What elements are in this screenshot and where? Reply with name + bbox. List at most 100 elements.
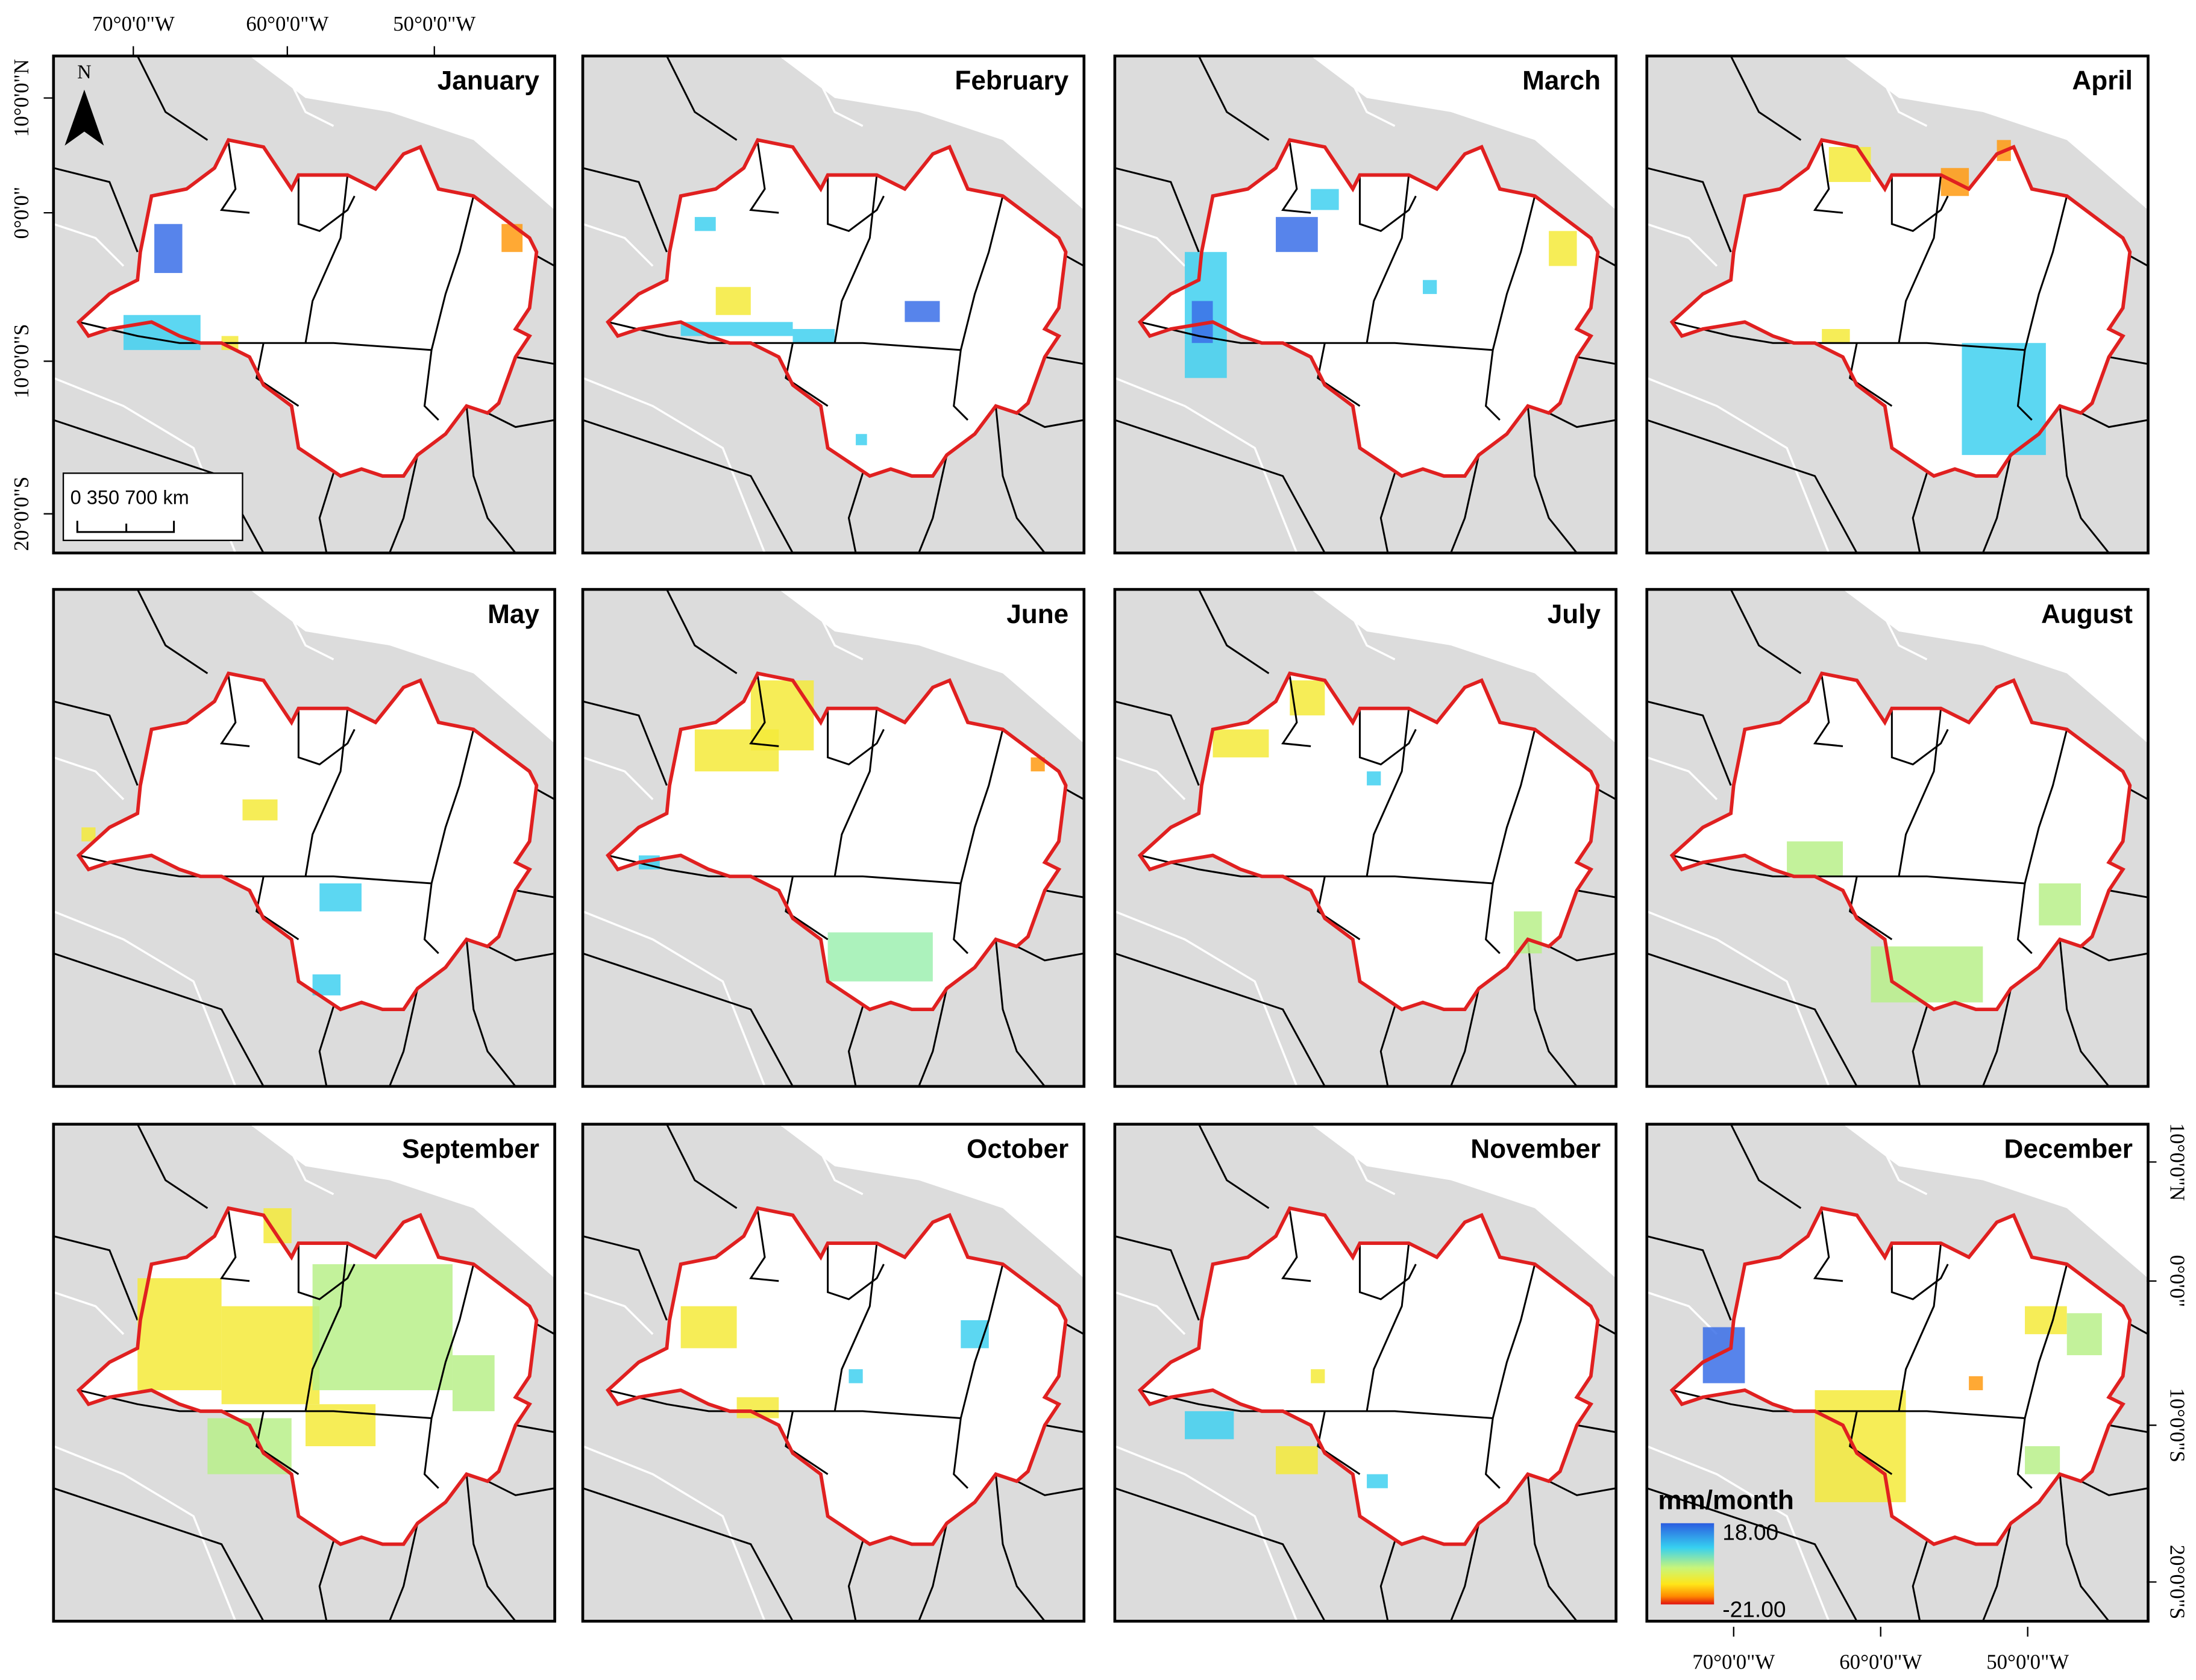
anomaly-patch xyxy=(452,1355,495,1411)
country-border xyxy=(1114,910,1298,1086)
state-border xyxy=(1730,589,1802,674)
state-border xyxy=(833,708,878,877)
month-title: January xyxy=(438,66,540,96)
anomaly-patch xyxy=(1367,771,1381,786)
state-border xyxy=(1317,342,1361,407)
amazon-outline xyxy=(1669,671,2132,1012)
map-panel: October xyxy=(581,1123,1086,1623)
state-border xyxy=(318,1541,334,1622)
map-panel: July xyxy=(1113,588,1617,1088)
state-border xyxy=(2016,1264,2068,1489)
legend-colorbar xyxy=(1660,1523,1714,1605)
anomaly-patch xyxy=(1185,1411,1234,1440)
state-border xyxy=(827,708,885,766)
state-border xyxy=(1981,1523,2012,1622)
state-border xyxy=(1016,945,1084,962)
anomaly-patch xyxy=(1311,189,1339,210)
state-border xyxy=(53,1487,265,1622)
state-border xyxy=(2059,939,2110,1086)
state-border xyxy=(1912,1006,1928,1086)
anomaly-patch xyxy=(694,217,716,231)
anomaly-patch xyxy=(2066,1313,2102,1355)
panel-frame xyxy=(52,588,556,1088)
state-border xyxy=(2109,889,2148,898)
country-border xyxy=(1646,377,1830,553)
state-border xyxy=(847,472,864,553)
map-panel: April xyxy=(1645,54,2150,555)
state-border xyxy=(1576,889,1616,898)
state-border xyxy=(423,1264,475,1489)
state-border xyxy=(297,1243,356,1300)
longitude-label: 60°0'0"W xyxy=(246,12,328,36)
state-border xyxy=(1114,419,1326,553)
anomaly-patch xyxy=(680,322,793,336)
state-border xyxy=(2109,356,2148,365)
map-content xyxy=(1646,1124,2148,1622)
anomaly-patch xyxy=(1815,1390,1906,1502)
state-border xyxy=(1646,419,1858,553)
anomaly-patch xyxy=(319,883,362,912)
state-border xyxy=(994,406,1046,553)
panel-frame xyxy=(1113,588,1617,1088)
longitude-label: 70°0'0"W xyxy=(1692,1650,1775,1673)
panel-frame xyxy=(52,1123,556,1623)
state-border xyxy=(465,406,516,553)
month-title: April xyxy=(2072,66,2133,96)
latitude-label: 0°0'0" xyxy=(10,187,33,239)
state-border xyxy=(1379,1541,1396,1622)
state-border xyxy=(2080,1480,2148,1496)
state-border xyxy=(1450,1523,1480,1622)
amazon-outline xyxy=(1669,138,2132,478)
state-border xyxy=(136,55,209,141)
state-border xyxy=(1890,175,1949,233)
state-border xyxy=(583,1235,668,1321)
scale-bar-label: 0 350 700 km xyxy=(71,486,189,508)
state-border xyxy=(1379,1006,1396,1086)
country-border xyxy=(1338,589,1396,660)
month-title: February xyxy=(955,66,1068,96)
anomaly-patch xyxy=(849,1369,863,1384)
state-border xyxy=(2016,195,2068,421)
state-border xyxy=(1281,675,1311,747)
state-border xyxy=(1358,1243,1417,1300)
state-border xyxy=(1044,1424,1084,1434)
state-border xyxy=(1548,1480,1616,1496)
state-border xyxy=(53,700,139,786)
panel-frame xyxy=(1645,54,2150,555)
amazon-outline xyxy=(1137,1206,1600,1546)
state-border xyxy=(1981,454,2012,553)
anomaly-patch xyxy=(1514,911,1542,954)
state-border xyxy=(2109,1424,2148,1434)
state-border xyxy=(1646,952,1858,1086)
state-border xyxy=(318,1006,334,1086)
state-border xyxy=(918,988,948,1086)
state-border xyxy=(219,142,250,214)
anomaly-patch xyxy=(1549,231,1577,266)
state-border xyxy=(749,1211,779,1282)
map-panel: November xyxy=(1113,1123,1617,1623)
country-border xyxy=(1338,55,1396,127)
amazon-region xyxy=(78,673,537,1010)
state-border xyxy=(1526,406,1578,553)
state-border xyxy=(487,945,555,962)
state-border xyxy=(918,454,948,553)
anomaly-patch xyxy=(1367,1474,1388,1488)
longitude-label: 50°0'0"W xyxy=(393,12,475,36)
map-content xyxy=(1114,589,1616,1086)
state-border xyxy=(1450,454,1480,553)
country-border xyxy=(806,589,864,660)
state-border xyxy=(2059,406,2110,553)
map-panel: June xyxy=(581,588,1086,1088)
country-border xyxy=(1869,55,1928,127)
month-title: May xyxy=(488,600,539,629)
state-border xyxy=(1813,142,1843,214)
month-title: November xyxy=(1470,1134,1601,1164)
anomaly-patch xyxy=(1423,280,1437,294)
panel-frame xyxy=(1113,1123,1617,1623)
country-border xyxy=(1114,1291,1186,1335)
country-border xyxy=(1646,1445,1830,1622)
anomaly-patch xyxy=(680,1306,737,1349)
panel-frame xyxy=(52,54,556,555)
country-border xyxy=(1114,1445,1298,1622)
state-border xyxy=(1813,675,1843,747)
